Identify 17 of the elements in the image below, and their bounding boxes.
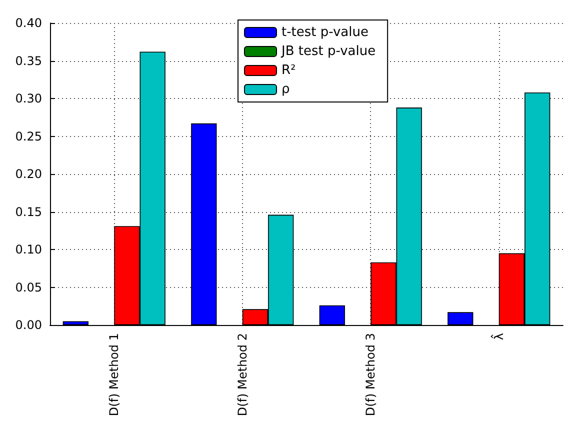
y-tick-label: 0.00 bbox=[15, 318, 42, 332]
y-tick-label: 0.40 bbox=[15, 16, 42, 30]
y-tick-label: 0.10 bbox=[15, 242, 42, 256]
y-tick-label: 0.15 bbox=[15, 204, 42, 219]
y-tick-label: 0.25 bbox=[15, 129, 42, 144]
y-tick-label: 0.30 bbox=[15, 92, 42, 106]
x-tick-label: D(f) Method 1 bbox=[107, 333, 122, 416]
x-tick-label: D(f) Method 3 bbox=[364, 333, 378, 416]
legend-label: t-test p-value bbox=[282, 25, 368, 40]
x-tick-label: λ̂ bbox=[490, 333, 506, 340]
y-tick-label: 0.05 bbox=[15, 280, 42, 294]
y-tick-label: 0.35 bbox=[15, 54, 42, 68]
y-tick-label: 0.20 bbox=[15, 167, 42, 181]
legend-label: R² bbox=[282, 63, 296, 78]
x-tick-label: D(f) Method 2 bbox=[235, 333, 250, 416]
legend-label: JB test p-value bbox=[280, 44, 376, 59]
legend-label: ρ bbox=[282, 82, 290, 97]
